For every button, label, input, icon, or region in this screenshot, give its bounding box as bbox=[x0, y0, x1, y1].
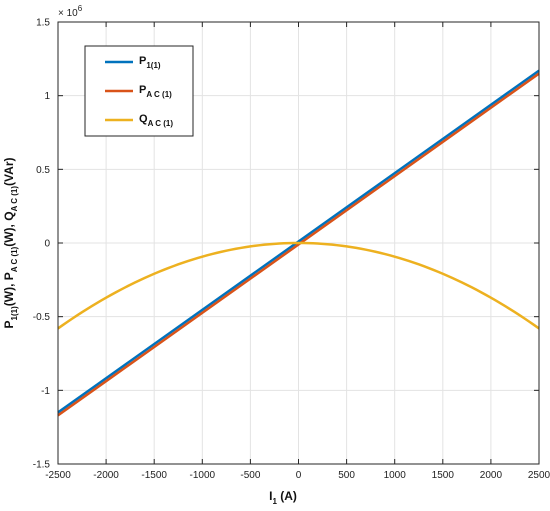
x-tick-label: 0 bbox=[296, 470, 302, 481]
x-tick-label: -1500 bbox=[141, 470, 167, 481]
legend: P1(1) PA C (1) QA C (1) bbox=[84, 45, 194, 137]
legend-label-pac: PA C (1) bbox=[139, 84, 172, 99]
x-tick-label: 2500 bbox=[528, 470, 550, 481]
x-tick-label: 1500 bbox=[432, 470, 455, 481]
pac-line bbox=[57, 72, 540, 417]
y-tick-label: -0.5 bbox=[33, 312, 51, 323]
p1-line bbox=[57, 69, 540, 414]
legend-label-qac: QA C (1) bbox=[139, 113, 173, 128]
qac-curve bbox=[57, 241, 540, 330]
x-tick-label: -2500 bbox=[45, 470, 71, 481]
axis-ticks: -2500 -2000 -1500 -1000 -500 0 500 1000 1500 2000… bbox=[33, 18, 550, 482]
x-tick-label: 500 bbox=[338, 470, 355, 481]
x-tick-label: -500 bbox=[240, 470, 260, 481]
y-tick-label: 1.5 bbox=[36, 18, 50, 29]
y-tick-label: -1 bbox=[41, 386, 50, 397]
legend-box bbox=[84, 45, 194, 137]
y-exponent: × 106 bbox=[58, 4, 83, 19]
legend-label-p1: P1(1) bbox=[139, 55, 161, 70]
x-tick-label: 1000 bbox=[384, 470, 407, 481]
y-tick-label: 0.5 bbox=[36, 165, 50, 176]
x-axis-label: I1 (A) bbox=[269, 489, 297, 506]
y-axis-label: P1(1)(W), PA C (1)(W), QA C (1)(VAr) bbox=[2, 158, 19, 329]
x-tick-label: -1000 bbox=[190, 470, 216, 481]
y-tick-label: -1.5 bbox=[33, 460, 51, 471]
y-tick-label: 1 bbox=[44, 91, 50, 102]
x-tick-label: -2000 bbox=[93, 470, 119, 481]
y-tick-label: 0 bbox=[44, 239, 50, 250]
series-group bbox=[57, 69, 540, 417]
x-tick-label: 2000 bbox=[480, 470, 503, 481]
